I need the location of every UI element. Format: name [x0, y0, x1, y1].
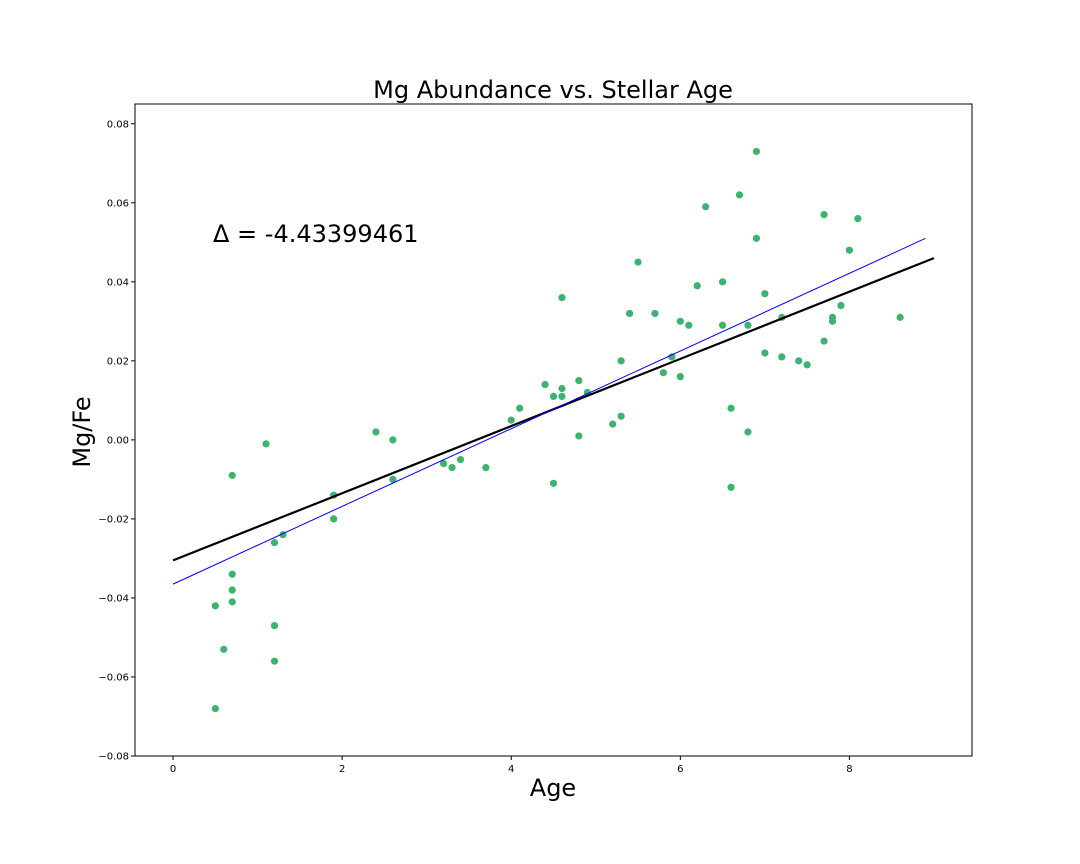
data-point [270, 539, 279, 547]
data-point [778, 353, 786, 361]
data-point [735, 191, 744, 199]
fit-line-blue [172, 237, 926, 585]
data-point [820, 211, 828, 219]
data-point [625, 309, 634, 318]
x-axis-ticks: 0 2 4 6 8 [170, 756, 853, 775]
x-tick-label: 4 [508, 764, 514, 775]
data-point [676, 373, 684, 381]
plot-area: 0 2 4 6 8 −0.08 −0.06 −0.04 −0.02 0.00 0.02 0.04 0.… [98, 103, 973, 775]
y-tick-label: 0.06 [107, 198, 129, 209]
data-point [795, 357, 803, 365]
data-point [228, 471, 236, 480]
data-point [507, 416, 515, 424]
data-point [541, 380, 549, 389]
data-point [820, 337, 828, 345]
data-point [676, 317, 684, 325]
data-point [744, 321, 752, 329]
data-point [516, 404, 524, 412]
data-point [609, 420, 617, 428]
data-point [270, 622, 279, 630]
data-point [828, 317, 837, 325]
plot-background [135, 104, 972, 756]
data-point [558, 392, 566, 401]
data-point [837, 301, 845, 310]
x-axis-label: Age [530, 774, 576, 802]
data-point [693, 282, 701, 290]
y-tick-label: −0.04 [98, 593, 129, 604]
data-point [211, 602, 219, 610]
x-tick-label: 8 [846, 764, 852, 775]
data-point [617, 412, 625, 420]
data-point [389, 436, 397, 444]
fit-lines [172, 237, 935, 585]
data-point [389, 475, 397, 483]
data-point [651, 309, 659, 318]
data-point [228, 598, 236, 606]
data-point [482, 463, 490, 472]
y-axis-ticks: −0.08 −0.06 −0.04 −0.02 0.00 0.02 0.04 0.06 0.08 [98, 119, 135, 763]
data-point [220, 645, 228, 653]
data-point [718, 278, 727, 286]
data-point [448, 463, 456, 472]
y-axis-label: Mg/Fe [68, 396, 96, 467]
data-point [228, 570, 236, 578]
scatter-points [211, 147, 904, 713]
data-point [262, 440, 270, 448]
x-tick-label: 6 [677, 764, 683, 775]
y-tick-label: 0.04 [107, 277, 129, 288]
data-point [270, 657, 279, 665]
data-point [845, 246, 854, 254]
data-point [228, 586, 236, 594]
data-point [727, 483, 735, 491]
y-tick-label: −0.08 [98, 752, 129, 763]
plot-frame [134, 103, 973, 757]
data-point [727, 404, 735, 412]
data-point [549, 479, 558, 487]
data-point [685, 321, 693, 329]
data-point [558, 384, 566, 393]
data-point [372, 428, 380, 436]
data-point [752, 147, 761, 156]
delta-annotation: Δ = -4.43399461 [213, 220, 419, 248]
chart-title: Mg Abundance vs. Stellar Age [373, 76, 733, 104]
data-point [439, 459, 448, 468]
data-point [575, 432, 583, 440]
data-point [558, 294, 566, 302]
data-point [761, 349, 769, 357]
x-tick-label: 0 [170, 764, 176, 775]
data-point [854, 214, 862, 223]
data-point [752, 234, 761, 242]
data-point [803, 361, 811, 369]
data-point [617, 357, 625, 365]
y-tick-label: 0.02 [107, 356, 129, 367]
data-point [456, 456, 465, 464]
data-point [549, 392, 558, 401]
data-point [659, 369, 668, 377]
data-point [330, 515, 338, 523]
x-tick-label: 2 [339, 764, 345, 775]
y-tick-label: −0.06 [98, 672, 129, 683]
y-tick-label: −0.02 [98, 514, 129, 525]
data-point [211, 704, 219, 713]
data-point [702, 203, 710, 211]
data-point [896, 313, 904, 321]
data-point [575, 377, 583, 385]
data-point [744, 428, 752, 436]
y-tick-label: 0.00 [107, 435, 129, 446]
data-point [634, 258, 642, 266]
data-point [668, 353, 676, 361]
data-point [761, 290, 769, 298]
data-point [718, 321, 727, 329]
y-tick-label: 0.08 [107, 119, 129, 130]
